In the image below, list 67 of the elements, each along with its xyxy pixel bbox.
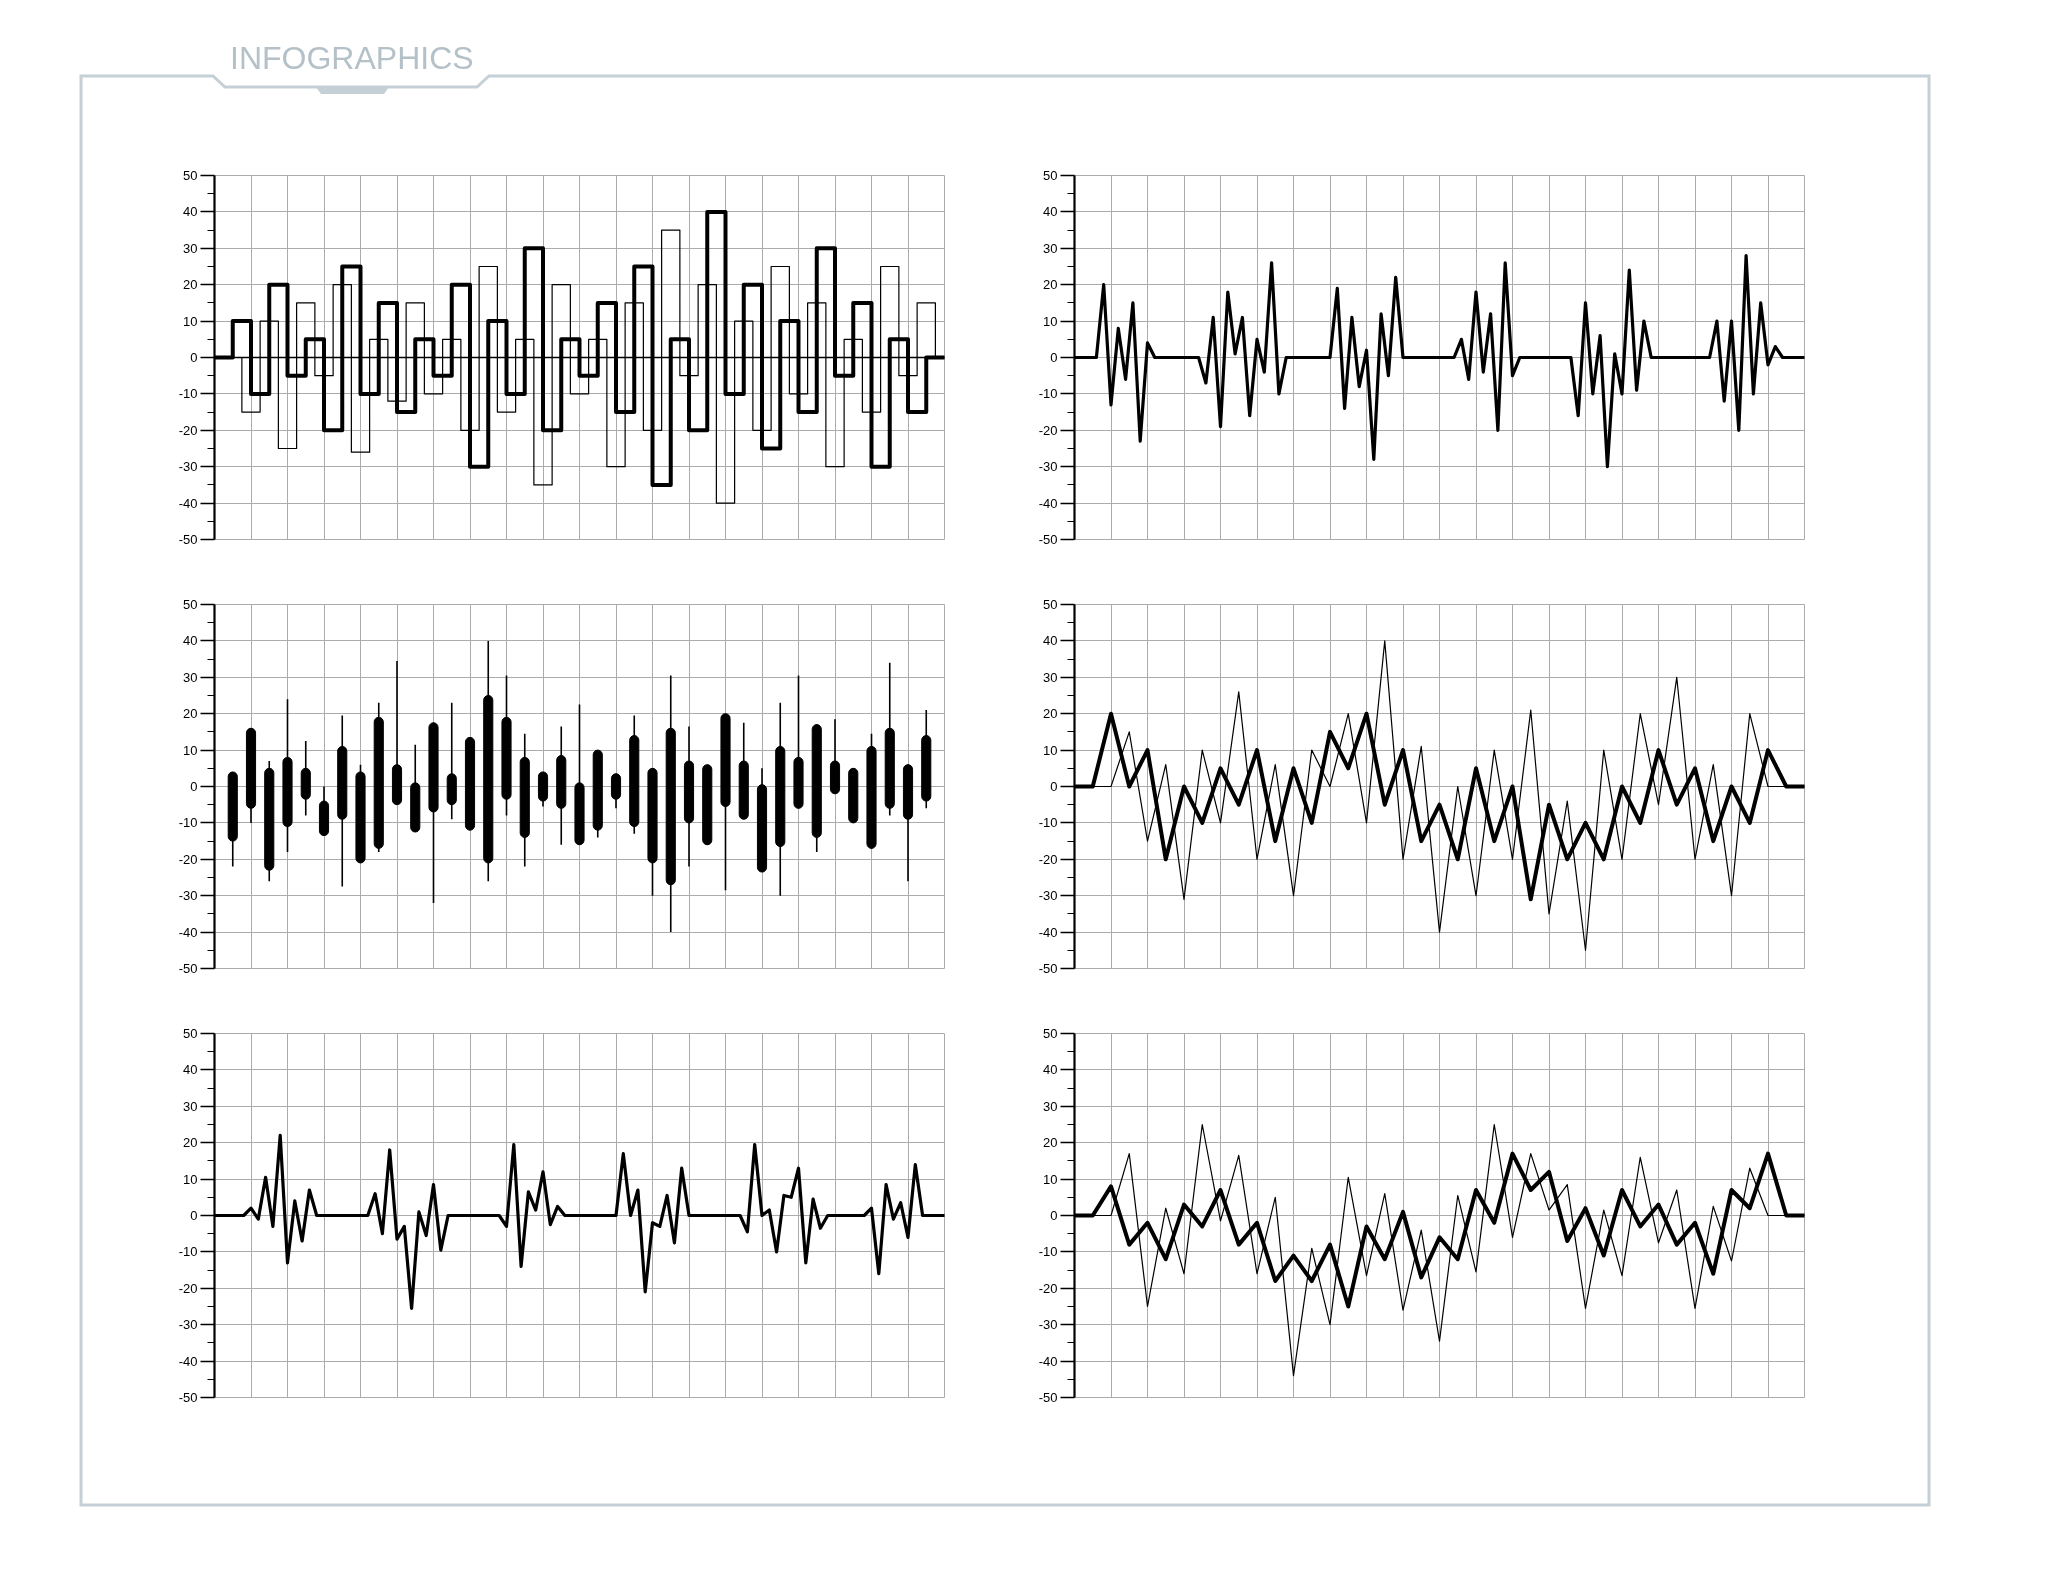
y-tick-label: -10 [178, 815, 198, 831]
y-tick-label: -50 [178, 961, 198, 976]
y-tick-label: 50 [183, 1026, 198, 1041]
y-tick-label: -10 [1038, 815, 1058, 831]
y-tick-label: 0 [1050, 350, 1058, 365]
y-tick-label: -40 [178, 495, 198, 511]
chart-title: INFOGRAPHICS [230, 40, 474, 76]
y-tick-label: 10 [1043, 1171, 1058, 1187]
y-tick-label: -50 [178, 1390, 198, 1405]
y-tick-label: 40 [1043, 204, 1058, 220]
y-tick-label: 30 [1043, 1098, 1058, 1114]
y-tick-label: 0 [190, 779, 198, 794]
y-tick-label: -50 [1038, 532, 1058, 547]
y-tick-label: 10 [183, 742, 198, 758]
y-tick-label: -30 [178, 1317, 198, 1333]
y-tick-label: 50 [1043, 168, 1058, 183]
y-tick-label: -30 [1038, 1317, 1058, 1333]
y-tick-label: 40 [1043, 633, 1058, 649]
y-tick-label: 20 [183, 706, 198, 722]
y-tick-label: -20 [1038, 851, 1058, 867]
y-tick-label: -50 [1038, 1390, 1058, 1405]
y-tick-label: -10 [178, 386, 198, 402]
y-tick-label: 20 [183, 277, 198, 293]
y-tick-label: 30 [183, 240, 198, 256]
y-tick-label: -50 [178, 532, 198, 547]
y-tick-label: 20 [183, 1135, 198, 1151]
y-tick-label: -20 [178, 1280, 198, 1296]
y-tick-label: 40 [183, 1062, 198, 1078]
y-tick-label: -30 [1038, 459, 1058, 475]
y-tick-label: 50 [1043, 1026, 1058, 1041]
y-tick-label: 50 [183, 597, 198, 612]
y-tick-label: 10 [183, 313, 198, 329]
y-tick-label: -10 [1038, 386, 1058, 402]
y-tick-label: 30 [183, 1098, 198, 1114]
y-tick-label: 50 [1043, 597, 1058, 612]
y-tick-label: -40 [178, 924, 198, 940]
y-tick-label: 10 [1043, 313, 1058, 329]
y-tick-label: -10 [1038, 1244, 1058, 1260]
y-tick-label: -20 [1038, 1280, 1058, 1296]
y-tick-label: 30 [183, 669, 198, 685]
y-tick-label: -40 [1038, 495, 1058, 511]
y-tick-label: -30 [178, 888, 198, 904]
y-tick-label: 0 [1050, 1208, 1058, 1223]
y-tick-label: -10 [178, 1244, 198, 1260]
y-tick-label: 0 [190, 350, 198, 365]
y-tick-label: 0 [190, 1208, 198, 1223]
y-tick-label: -30 [1038, 888, 1058, 904]
y-tick-label: 10 [1043, 742, 1058, 758]
y-tick-label: 40 [1043, 1062, 1058, 1078]
y-tick-label: -40 [1038, 1353, 1058, 1369]
y-tick-label: 50 [183, 168, 198, 183]
y-tick-label: 10 [183, 1171, 198, 1187]
y-tick-label: -20 [178, 851, 198, 867]
y-tick-label: -50 [1038, 961, 1058, 976]
y-tick-label: -20 [178, 422, 198, 438]
y-tick-label: -30 [178, 459, 198, 475]
y-tick-label: 30 [1043, 240, 1058, 256]
y-tick-label: 40 [183, 204, 198, 220]
y-tick-label: -20 [1038, 422, 1058, 438]
y-tick-label: 20 [1043, 1135, 1058, 1151]
y-tick-label: 40 [183, 633, 198, 649]
y-tick-label: 30 [1043, 669, 1058, 685]
y-tick-label: 20 [1043, 706, 1058, 722]
y-tick-label: -40 [178, 1353, 198, 1369]
y-tick-label: -40 [1038, 924, 1058, 940]
y-tick-label: 20 [1043, 277, 1058, 293]
y-tick-label: 0 [1050, 779, 1058, 794]
